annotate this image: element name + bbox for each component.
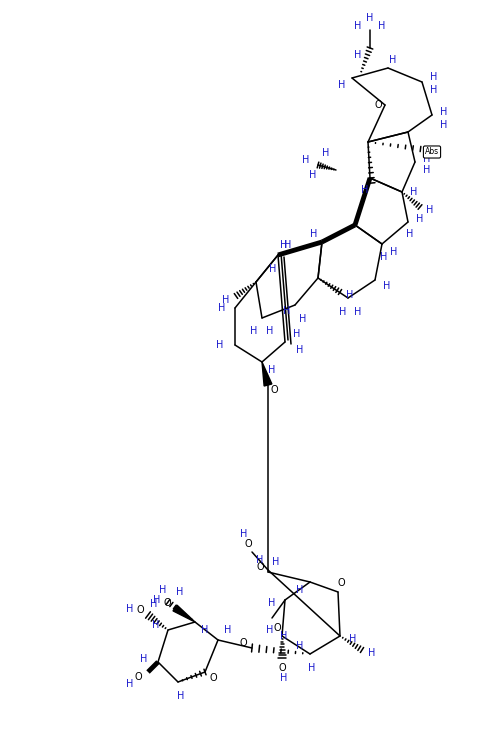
- Text: H: H: [346, 290, 354, 300]
- Text: H: H: [280, 673, 288, 683]
- Text: H: H: [250, 326, 258, 336]
- Text: H: H: [269, 264, 276, 274]
- Text: H: H: [159, 585, 167, 595]
- Text: O: O: [273, 623, 281, 633]
- Text: H: H: [268, 365, 276, 375]
- Text: H: H: [440, 120, 448, 130]
- Text: H: H: [384, 281, 391, 291]
- Text: O: O: [256, 562, 264, 572]
- Text: H: H: [339, 307, 347, 317]
- Text: H: H: [266, 625, 274, 635]
- Text: H: H: [389, 55, 396, 65]
- Text: H: H: [378, 21, 386, 31]
- Text: H: H: [440, 107, 448, 117]
- Text: H: H: [309, 170, 317, 180]
- Text: H: H: [268, 598, 276, 608]
- Text: H: H: [308, 663, 316, 673]
- Text: H: H: [150, 599, 158, 609]
- Text: H: H: [368, 648, 376, 658]
- Text: O: O: [278, 663, 286, 673]
- Text: H: H: [406, 229, 414, 239]
- Text: H: H: [423, 165, 431, 175]
- Text: O: O: [244, 539, 252, 549]
- Text: H: H: [416, 214, 424, 224]
- Text: H: H: [296, 345, 304, 355]
- Text: H: H: [426, 205, 434, 215]
- Text: H: H: [354, 50, 362, 60]
- Text: H: H: [361, 185, 369, 195]
- Text: H: H: [224, 625, 232, 635]
- Text: H: H: [410, 187, 418, 197]
- Text: H: H: [296, 585, 304, 595]
- Text: H: H: [423, 154, 431, 164]
- Text: H: H: [430, 72, 438, 82]
- Text: O: O: [270, 385, 278, 395]
- Text: H: H: [222, 295, 230, 305]
- Text: H: H: [349, 634, 357, 644]
- Polygon shape: [262, 362, 272, 386]
- Text: H: H: [266, 326, 274, 336]
- Polygon shape: [173, 605, 195, 622]
- Text: H: H: [152, 620, 160, 630]
- Text: H: H: [216, 340, 224, 350]
- Text: H: H: [310, 229, 318, 239]
- Text: H: H: [126, 604, 134, 614]
- Text: O: O: [163, 598, 171, 608]
- Text: H: H: [380, 252, 388, 262]
- Text: H: H: [338, 80, 346, 90]
- Text: O: O: [239, 638, 247, 648]
- Text: H: H: [140, 654, 148, 664]
- Text: H: H: [390, 247, 398, 257]
- Text: O: O: [134, 672, 142, 682]
- Text: H: H: [293, 329, 300, 339]
- Text: H: H: [272, 557, 280, 567]
- Text: H: H: [280, 240, 288, 250]
- Text: H: H: [176, 587, 184, 597]
- Text: H: H: [240, 529, 248, 539]
- Text: H: H: [201, 625, 209, 635]
- Text: H: H: [296, 641, 304, 651]
- Text: H: H: [300, 314, 307, 324]
- Text: H: H: [284, 240, 292, 250]
- Text: H: H: [354, 307, 362, 317]
- Text: H: H: [430, 85, 438, 95]
- Text: O: O: [374, 100, 382, 110]
- Text: H: H: [177, 691, 185, 701]
- Text: H: H: [354, 21, 362, 31]
- Text: H: H: [218, 303, 226, 313]
- Text: H: H: [283, 306, 291, 316]
- Text: H: H: [280, 631, 288, 641]
- Text: H: H: [256, 555, 264, 565]
- Text: Abs: Abs: [425, 147, 439, 156]
- Text: H: H: [366, 13, 374, 23]
- Text: O: O: [337, 578, 345, 588]
- Text: O: O: [136, 605, 144, 615]
- Text: H: H: [153, 595, 161, 605]
- Text: H: H: [126, 679, 134, 689]
- Text: O: O: [209, 673, 217, 683]
- Text: H: H: [322, 148, 330, 158]
- Text: H: H: [302, 155, 310, 165]
